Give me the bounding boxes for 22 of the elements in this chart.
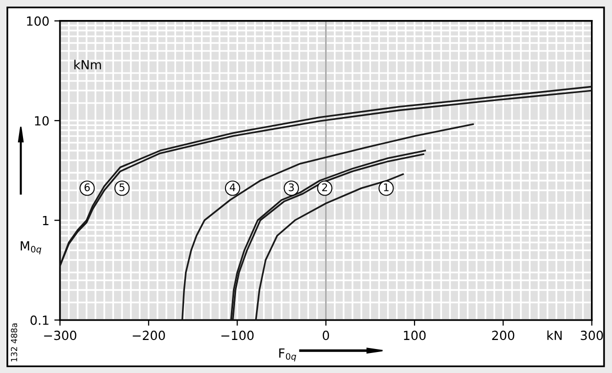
y-axis-title: M$_{0q}$ bbox=[20, 241, 42, 254]
series-label: 2 bbox=[322, 183, 328, 192]
y-tick-label: 1 bbox=[42, 216, 48, 226]
series-label: 1 bbox=[384, 183, 389, 192]
annotation: kNm bbox=[74, 60, 101, 70]
x-tick-label: −200 bbox=[132, 330, 165, 340]
text: 132 488a bbox=[10, 323, 18, 362]
x-tick-label: 0 bbox=[322, 330, 330, 340]
series-label: 3 bbox=[288, 183, 294, 192]
y-tick-label: 100 bbox=[27, 16, 49, 26]
x-tick-label: −300 bbox=[44, 330, 76, 340]
y-tick-label: 10 bbox=[35, 116, 49, 126]
series-label: 5 bbox=[120, 183, 124, 192]
x-tick-label: −100 bbox=[221, 330, 254, 340]
x-tick-label: 100 bbox=[404, 330, 426, 340]
y-tick-label: 0.1 bbox=[30, 316, 48, 325]
x-tick-label: 200 bbox=[492, 330, 514, 340]
series-label: 4 bbox=[230, 183, 236, 192]
series-label: 6 bbox=[84, 183, 90, 192]
x-tick-label: 300 bbox=[580, 330, 603, 340]
x-axis-title: F$_{0q}$ bbox=[279, 348, 296, 362]
text: kN bbox=[547, 330, 562, 340]
